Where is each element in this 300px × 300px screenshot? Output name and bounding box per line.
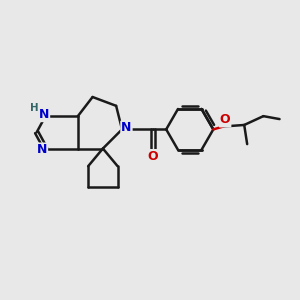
Text: N: N [121, 122, 132, 134]
Text: O: O [148, 150, 158, 163]
Text: H: H [30, 103, 38, 113]
Text: N: N [39, 108, 49, 121]
Text: O: O [220, 113, 230, 127]
Text: N: N [37, 143, 47, 157]
